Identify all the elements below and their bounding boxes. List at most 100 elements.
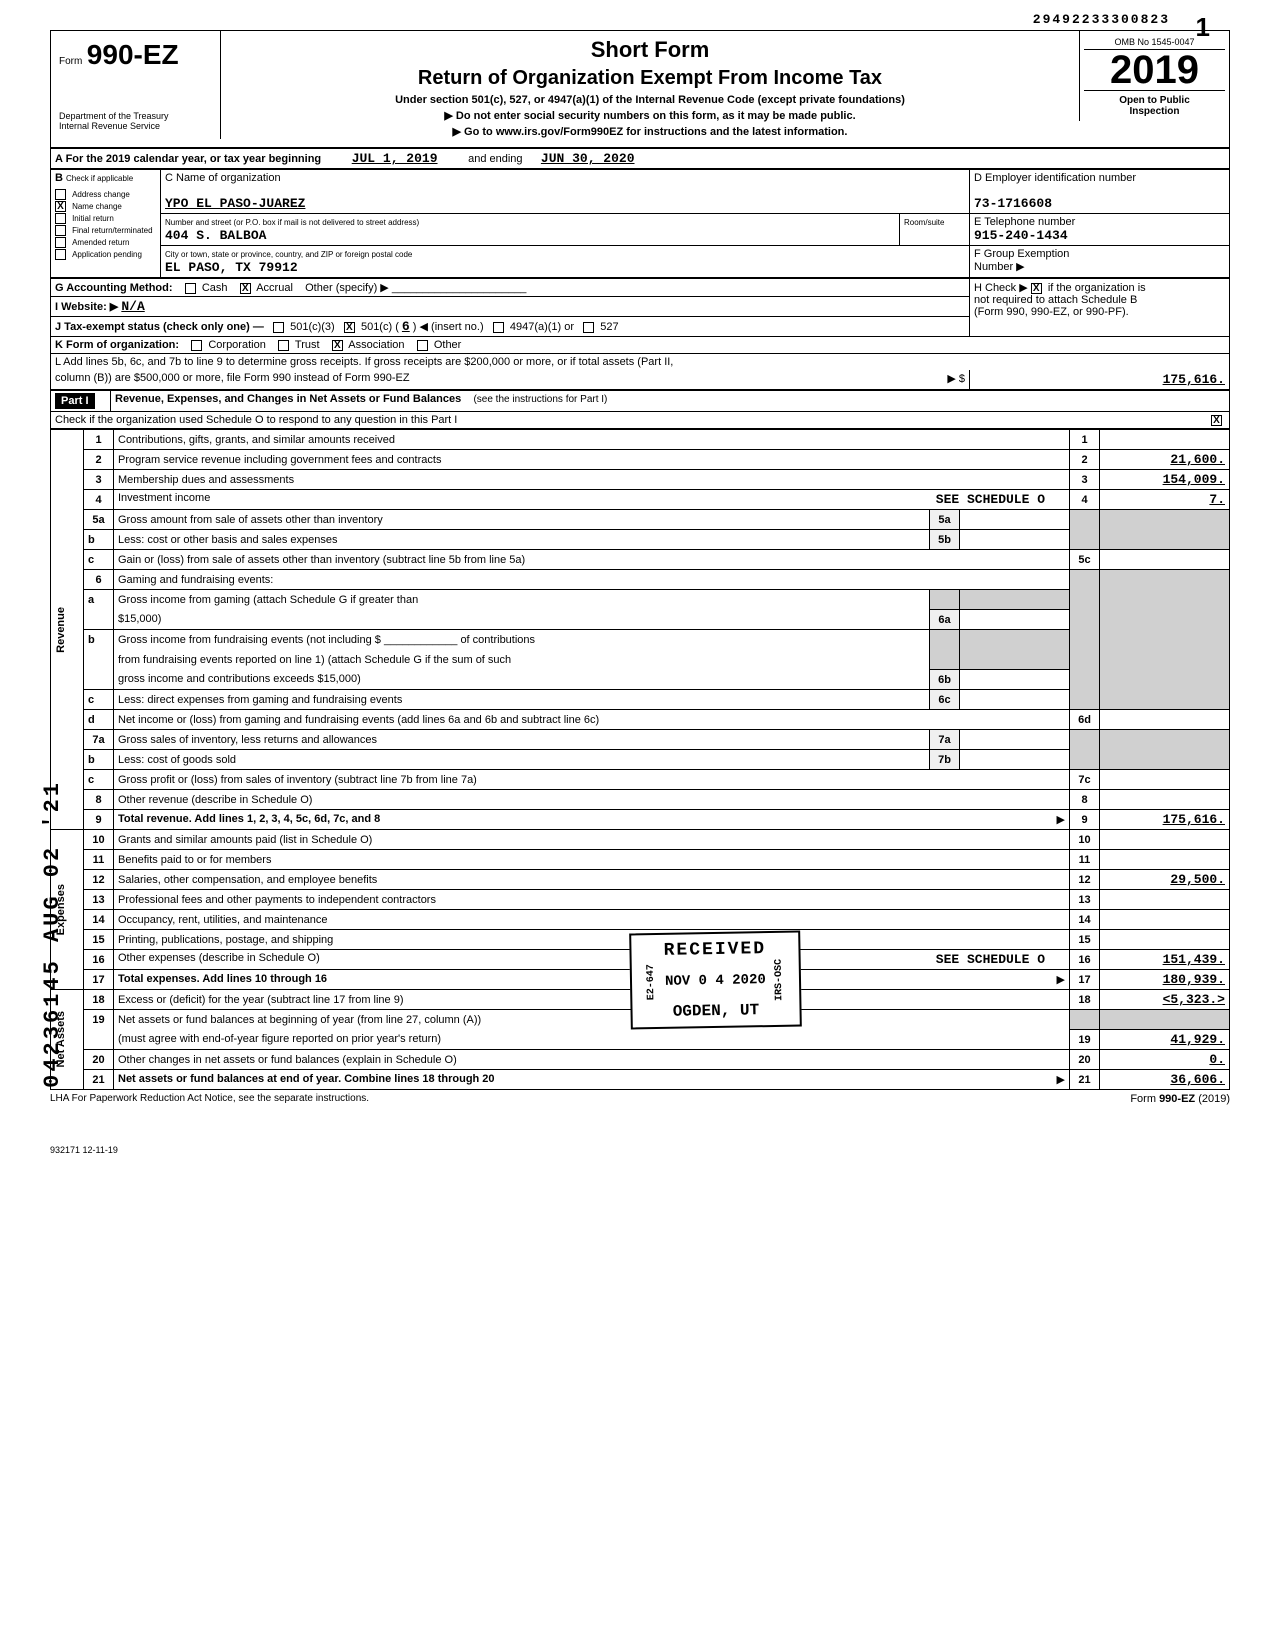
line-17-box: 17: [1070, 970, 1100, 990]
line-9-box: 9: [1070, 810, 1100, 830]
line-13-box: 13: [1070, 890, 1100, 910]
label-name-change: Name change: [72, 202, 122, 211]
checkbox-h[interactable]: [1031, 283, 1042, 294]
line-3-desc: Membership dues and assessments: [114, 470, 1070, 490]
line-4-amt: 7.: [1100, 490, 1230, 510]
line-4-box: 4: [1070, 490, 1100, 510]
line-16-amt: 151,439.: [1100, 950, 1230, 970]
label-final-return: Final return/terminated: [72, 226, 152, 235]
line-15-box: 15: [1070, 930, 1100, 950]
line-6b-desc3: from fundraising events reported on line…: [114, 650, 930, 670]
checkbox-501c[interactable]: [344, 322, 355, 333]
section-l-text2: column (B)) are $500,000 or more, file F…: [55, 372, 410, 384]
line-11-box: 11: [1070, 850, 1100, 870]
checkbox-501c3[interactable]: [273, 322, 284, 333]
line-4-num: 4: [84, 490, 114, 510]
checkbox-association[interactable]: [332, 340, 343, 351]
label-association: Association: [348, 339, 404, 351]
label-501c: 501(c) (: [361, 321, 399, 333]
dept-irs: Internal Revenue Service: [59, 121, 212, 131]
line-16-desc: Other expenses (describe in Schedule O): [118, 952, 320, 964]
line-17-num: 17: [84, 970, 114, 990]
revenue-section-label: Revenue: [55, 607, 67, 653]
line-5b-mid: 5b: [930, 530, 960, 550]
stamp-date: NOV 0 4 2020: [665, 972, 766, 990]
line-15-desc: Printing, publications, postage, and shi…: [114, 930, 1070, 950]
checkbox-final-return[interactable]: [55, 225, 66, 236]
checkbox-trust[interactable]: [278, 340, 289, 351]
checkbox-4947a1[interactable]: [493, 322, 504, 333]
line-19-num: 19: [84, 1010, 114, 1030]
label-501c3: 501(c)(3): [290, 321, 335, 333]
line-21-desc: Net assets or fund balances at end of ye…: [118, 1073, 495, 1085]
checkbox-schedule-o[interactable]: [1211, 415, 1222, 426]
label-accrual: Accrual: [256, 282, 293, 294]
checkbox-address-change[interactable]: [55, 189, 66, 200]
line-6-desc: Gaming and fundraising events:: [114, 570, 1070, 590]
footer-form: 990-EZ: [1159, 1093, 1195, 1105]
checkbox-application-pending[interactable]: [55, 249, 66, 260]
line-18-desc: Excess or (deficit) for the year (subtra…: [114, 990, 1070, 1010]
main-title: Return of Organization Exempt From Incom…: [227, 67, 1073, 90]
checkbox-527[interactable]: [583, 322, 594, 333]
line-3-box: 3: [1070, 470, 1100, 490]
addr-value: 404 S. BALBOA: [165, 228, 266, 243]
line-5a-desc: Gross amount from sale of assets other t…: [114, 510, 930, 530]
line-21-num: 21: [84, 1070, 114, 1090]
line-7b-mid: 7b: [930, 750, 960, 770]
line-20-num: 20: [84, 1050, 114, 1070]
form-label: Form: [59, 56, 82, 67]
line-7a-mid: 7a: [930, 730, 960, 750]
section-b-header: B: [55, 172, 63, 184]
line-1-num: 1: [84, 430, 114, 450]
checkbox-corporation[interactable]: [191, 340, 202, 351]
line-17-desc: Total expenses. Add lines 10 through 16: [118, 973, 327, 985]
line-13-desc: Professional fees and other payments to …: [114, 890, 1070, 910]
section-g-label: G Accounting Method:: [55, 282, 173, 294]
line-6d-num: d: [84, 710, 114, 730]
label-other-org: Other: [434, 339, 462, 351]
form-number: 990-EZ: [87, 39, 179, 70]
line-16-num: 16: [84, 950, 114, 970]
line-14-desc: Occupancy, rent, utilities, and maintena…: [114, 910, 1070, 930]
line-12-box: 12: [1070, 870, 1100, 890]
checkbox-cash[interactable]: [185, 283, 196, 294]
checkbox-name-change[interactable]: [55, 201, 66, 212]
checkbox-initial-return[interactable]: [55, 213, 66, 224]
line-5b-desc: Less: cost or other basis and sales expe…: [114, 530, 930, 550]
line-8-box: 8: [1070, 790, 1100, 810]
stamp-code: E2-647: [646, 964, 658, 1000]
checkbox-amended-return[interactable]: [55, 237, 66, 248]
line-9-amt: 175,616.: [1100, 810, 1230, 830]
label-501c-tail: ) ◀ (insert no.): [413, 321, 484, 333]
line-6b-desc2: of contributions: [460, 634, 535, 646]
line-14-amt: [1100, 910, 1230, 930]
page-one-marker: 1: [1196, 12, 1210, 43]
period-begin: JUL 1, 2019: [352, 151, 438, 166]
checkbox-accrual[interactable]: [240, 283, 251, 294]
short-form-title: Short Form: [227, 37, 1073, 63]
open-public-1: Open to Public: [1119, 95, 1190, 106]
received-stamp: RECEIVED E2-647 NOV 0 4 2020 IRS-OSC OGD…: [629, 931, 801, 1030]
line-20-box: 20: [1070, 1050, 1100, 1070]
line-6c-num: c: [84, 690, 114, 710]
checkbox-other-org[interactable]: [417, 340, 428, 351]
document-id: 29492233300823: [1033, 12, 1170, 27]
line-15-amt: [1100, 930, 1230, 950]
period-end: JUN 30, 2020: [541, 151, 635, 166]
line-6c-desc: Less: direct expenses from gaming and fu…: [114, 690, 930, 710]
section-j-label: J Tax-exempt status (check only one) —: [55, 321, 264, 333]
line-12-num: 12: [84, 870, 114, 890]
website-value: N/A: [121, 299, 144, 314]
line-12-desc: Salaries, other compensation, and employ…: [114, 870, 1070, 890]
line-9-num: 9: [84, 810, 114, 830]
section-h-label: H Check ▶: [974, 282, 1028, 294]
part1-check-line: Check if the organization used Schedule …: [55, 414, 457, 426]
line-5c-num: c: [84, 550, 114, 570]
line-5c-amt: [1100, 550, 1230, 570]
line-4-note: SEE SCHEDULE O: [936, 492, 1045, 507]
label-cash: Cash: [202, 282, 228, 294]
subtitle-2: ▶ Do not enter social security numbers o…: [227, 109, 1073, 122]
line-1-amt: [1100, 430, 1230, 450]
netassets-section-label: Net Assets: [55, 1011, 67, 1067]
